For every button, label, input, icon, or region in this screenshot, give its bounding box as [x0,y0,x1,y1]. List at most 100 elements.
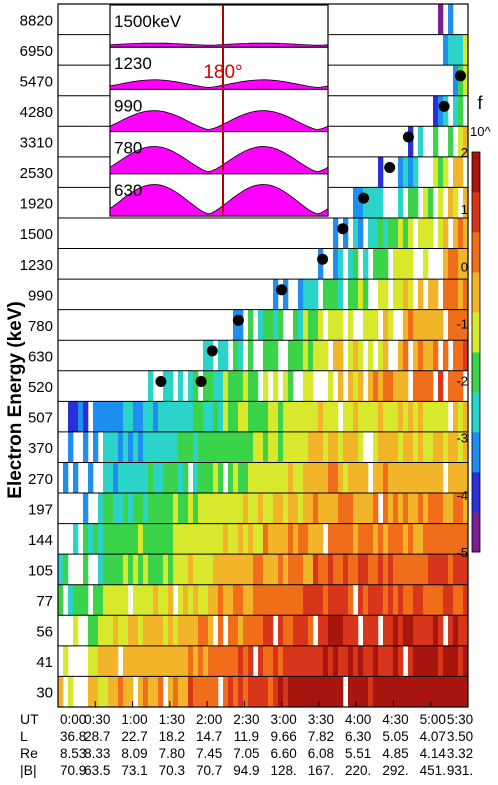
heatmap-cell [443,248,449,280]
heatmap-cell [358,401,364,433]
heatmap-cell [243,615,249,647]
ephemeris-value: 8.33 [84,746,110,761]
heatmap-cell [173,523,179,555]
heatmap-cell [183,645,189,677]
heatmap-cell [393,584,399,616]
heatmap-cell [233,370,239,402]
heatmap-cell [233,493,239,524]
heatmap-cell [88,462,94,494]
heatmap-cell [143,401,149,433]
colorbar-segment [472,420,480,427]
colorbar-segment [472,386,480,393]
heatmap-cell [463,462,468,494]
heatmap-cell [288,462,294,494]
heatmap-cell [313,279,319,310]
heatmap-cell [123,493,129,524]
heatmap-cell [103,523,109,555]
heatmap-cell [183,401,189,433]
heatmap-cell [448,370,454,402]
heatmap-cell [428,493,434,524]
heatmap-cell [288,493,294,524]
heatmap-cell [173,493,179,524]
heatmap-cell [393,248,399,280]
heatmap-cell [408,156,414,188]
heatmap-cell [183,676,189,707]
heatmap-cell [318,584,324,616]
heatmap-cell [198,645,204,677]
heatmap-cell [263,340,269,371]
heatmap-cell [268,676,274,707]
heatmap-cell [258,615,264,647]
colorbar-frame [471,151,481,553]
heatmap-cell [68,676,74,707]
heatmap-cell [418,279,424,310]
heatmap-cell [258,431,264,463]
heatmap-cell [363,523,369,555]
heatmap-cell [428,340,434,371]
heatmap-cell [228,554,234,585]
heatmap-cell [308,462,314,494]
heatmap-cell [433,554,439,585]
heatmap-cell [443,431,449,463]
heatmap-cell [338,645,344,677]
heatmap-cell [278,523,284,555]
heatmap-cell [118,584,124,616]
heatmap-cell [453,676,459,707]
energy-tick-label: 30 [36,685,53,702]
ephemeris-value: 4.14 [420,746,447,761]
colorbar-segment [472,329,480,336]
heatmap-cell [403,493,409,524]
heatmap-cell [308,554,314,585]
ephemeris-value: 5:00 [420,712,446,727]
heatmap-cell [333,462,339,494]
heatmap-cell [168,645,174,677]
heatmap-cell [213,554,219,585]
heatmap-cell [118,462,124,494]
heatmap-cell [153,523,159,555]
energy-tick-label: 6950 [20,43,53,60]
heatmap-cell [423,554,429,585]
heatmap-cell [333,584,339,616]
heatmap-cell [148,554,154,585]
heatmap-cell [283,676,289,707]
heatmap-cell [113,523,119,555]
heatmap-cell [238,431,244,463]
heatmap-cell [333,217,339,249]
heatmap-cell [218,493,224,524]
ephemeris-row-label: |B| [20,762,37,778]
ephemeris-value: 3.50 [447,729,473,744]
heatmap-cell [333,401,339,433]
heatmap-cell [343,584,349,616]
heatmap-cell [453,95,459,127]
heatmap-cell [113,431,119,463]
heatmap-cell [248,554,254,585]
heatmap-cell [273,401,279,433]
heatmap-cell [348,279,354,310]
heatmap-cell [338,493,344,524]
heatmap-cell [83,584,89,616]
colorbar-segment [472,283,480,290]
heatmap-cell [283,370,289,402]
heatmap-cell [323,676,329,707]
heatmap-cell [148,676,154,707]
heatmap-cell [178,493,184,524]
heatmap-cell [338,584,344,616]
heatmap-cell [438,187,444,219]
heatmap-cell [403,370,409,402]
heatmap-cell [198,615,204,647]
heatmap-cell [278,676,284,707]
heatmap-cell [358,584,364,616]
heatmap-cell [103,493,109,524]
heatmap-cell [348,615,354,647]
ephemeris-value: 70.3 [159,763,185,778]
heatmap-cell [353,340,359,371]
heatmap-cell [253,493,259,524]
heatmap-cell [113,554,119,585]
heatmap-cell [408,248,414,280]
heatmap-cell [188,615,194,647]
heatmap-cell [278,431,284,463]
heatmap-cell [378,645,384,677]
pitch-angle-distribution [109,146,329,175]
heatmap-cell [348,370,354,402]
heatmap-cell [278,645,284,677]
